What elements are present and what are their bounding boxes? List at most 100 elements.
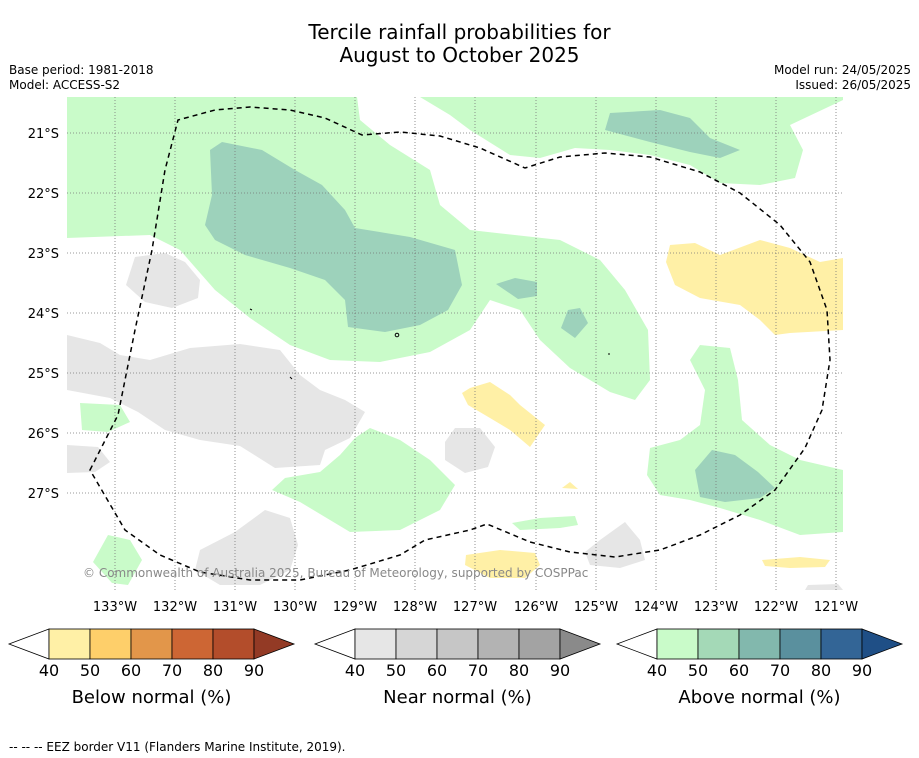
lon-label: 130°W — [273, 600, 317, 615]
above-normal-region-northeast — [420, 97, 843, 185]
model-run: Model run: 24/05/2025 — [773, 63, 911, 77]
below-normal-region-dot — [562, 482, 578, 489]
lon-labels: 133°W 132°W 131°W 130°W 129°W 128°W 127°… — [93, 600, 858, 615]
probability-field — [67, 97, 843, 590]
lat-label: 21°S — [28, 127, 59, 142]
lon-label: 131°W — [213, 600, 257, 615]
colorbar-segment — [395, 628, 438, 660]
lat-label: 25°S — [28, 367, 59, 382]
colorbar-left-arrow — [7, 628, 50, 660]
colorbar-tick-label: 90 — [550, 661, 570, 680]
colorbar-segment — [738, 628, 781, 660]
above-50-region-small-a — [496, 278, 537, 299]
near-normal-region-corner — [805, 584, 843, 590]
meta-left: Base period: 1981-2018 Model: ACCESS-S2 — [9, 63, 154, 93]
below-normal-region-south — [465, 550, 540, 578]
colorbar-tick-label: 70 — [770, 661, 790, 680]
near-normal-region-center — [445, 428, 495, 473]
lat-label: 22°S — [28, 187, 59, 202]
colorbar-right-arrow — [559, 628, 602, 660]
above-normal-region-southwest — [93, 535, 142, 585]
above-normal-region-east — [647, 345, 843, 535]
colorbar-tick-label: 80 — [811, 661, 831, 680]
eez-border — [89, 106, 831, 581]
lon-label: 123°W — [694, 600, 738, 615]
below-normal-region-east — [666, 240, 843, 335]
copyright-note: © Commonwealth of Australia 2025, Bureau… — [83, 566, 588, 580]
colorbar-segment — [130, 628, 173, 660]
map-grid — [67, 97, 843, 590]
colorbar-title: Above normal (%) — [678, 687, 840, 708]
lon-label: 125°W — [574, 600, 618, 615]
colorbar-near-normal: 40 50 60 70 80 90 Near normal (%) — [313, 628, 602, 708]
above-50-region-east — [695, 450, 775, 502]
colorbar-tick-label: 50 — [80, 661, 100, 680]
colorbar-segment — [212, 628, 255, 660]
map-marks — [249, 308, 610, 380]
colorbar-segment — [697, 628, 740, 660]
lat-label: 24°S — [28, 307, 59, 322]
lon-label: 129°W — [333, 600, 377, 615]
lon-label: 128°W — [393, 600, 437, 615]
lon-label: 132°W — [153, 600, 197, 615]
colorbar-left-arrow — [313, 628, 356, 660]
lon-label: 124°W — [634, 600, 678, 615]
colorbar-below-normal: 40 50 60 70 80 90 Below normal (%) — [7, 628, 296, 708]
lat-label: 27°S — [28, 487, 59, 502]
colorbar-segment — [820, 628, 863, 660]
colorbar-segment — [779, 628, 822, 660]
lon-label: 127°W — [453, 600, 497, 615]
colorbar-segment — [354, 628, 397, 660]
lat-label: 26°S — [28, 427, 59, 442]
colorbar-tick-label: 60 — [427, 661, 447, 680]
colorbar-tick-label: 40 — [345, 661, 365, 680]
colorbar-tick-label: 80 — [509, 661, 529, 680]
above-50-region-small-b — [561, 308, 588, 338]
colorbar-tick-label: 40 — [647, 661, 667, 680]
issued-date: Issued: 26/05/2025 — [795, 78, 911, 92]
colorbar-left-arrow — [615, 628, 658, 660]
below-normal-region-southeast — [762, 557, 830, 568]
colorbar-tick-label: 70 — [162, 661, 182, 680]
colorbar-tick-label: 60 — [729, 661, 749, 680]
colorbar-right-arrow — [861, 628, 904, 660]
colorbar-segment — [518, 628, 561, 660]
lat-label: 23°S — [28, 247, 59, 262]
colorbar-tick-label: 60 — [121, 661, 141, 680]
below-normal-region-center — [462, 382, 545, 447]
near-normal-region-southeast — [585, 522, 645, 568]
map-title-line2: August to October 2025 — [339, 43, 580, 67]
near-normal-region-far-west — [67, 445, 110, 473]
colorbar-above-normal: 40 50 60 70 80 90 Above normal (%) — [615, 628, 904, 708]
model-name: Model: ACCESS-S2 — [9, 78, 121, 92]
above-normal-region-west-small — [80, 403, 130, 432]
above-normal-region-center-south — [272, 428, 455, 532]
colorbar-segment — [656, 628, 699, 660]
colorbar-title: Below normal (%) — [72, 687, 232, 708]
near-normal-region-southwest — [67, 335, 365, 468]
near-normal-region-west — [126, 253, 200, 308]
colorbar-tick-label: 50 — [386, 661, 406, 680]
lon-label: 133°W — [93, 600, 137, 615]
above-50-region-northeast — [605, 110, 740, 158]
colorbar-right-arrow — [253, 628, 296, 660]
colorbar-segment — [89, 628, 132, 660]
colorbar-segment — [436, 628, 479, 660]
near-normal-region-south — [195, 510, 298, 585]
colorbar-segment — [477, 628, 520, 660]
lon-label: 122°W — [754, 600, 798, 615]
colorbar-tick-label: 90 — [852, 661, 872, 680]
colorbar-segment — [171, 628, 214, 660]
colorbar-tick-label: 50 — [688, 661, 708, 680]
base-period: Base period: 1981-2018 — [9, 63, 154, 77]
colorbar-tick-label: 80 — [203, 661, 223, 680]
colorbar-tick-label: 70 — [468, 661, 488, 680]
colorbar-title: Near normal (%) — [383, 687, 532, 708]
lat-labels: 21°S 22°S 23°S 24°S 25°S 26°S 27°S — [28, 127, 59, 502]
colorbar-tick-label: 40 — [39, 661, 59, 680]
colorbar-segment — [48, 628, 91, 660]
lon-label: 121°W — [814, 600, 858, 615]
colorbar-tick-label: 90 — [244, 661, 264, 680]
map-title-line1: Tercile rainfall probabilities for — [308, 20, 611, 44]
